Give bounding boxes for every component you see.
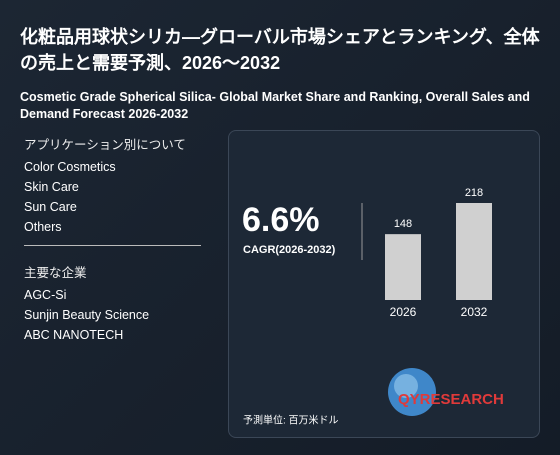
section-heading: アプリケーション別について [24, 138, 186, 152]
list-item: Sunjin Beauty Science [24, 308, 150, 322]
cagr-value: 6.6% [242, 201, 320, 239]
cagr-label: CAGR(2026-2032) [243, 244, 336, 256]
bar [456, 203, 492, 300]
value-label: 148 [394, 218, 412, 230]
section-heading: 主要な企業 [24, 266, 87, 280]
logo: QYRESEARCH [398, 391, 504, 408]
unit: 予測単位: 百万米ドル [243, 414, 339, 427]
company-list: AGC-Si Sunjin Beauty Science ABC NANOTECH [24, 285, 149, 345]
x-tick-label: 2032 [461, 305, 488, 319]
list-item: Skin Care [24, 180, 79, 194]
logo-globe [394, 374, 418, 398]
title: 化粧品用球状シリカ―グローバル市場シェアとランキング、全体の売上と需要予測、20… [20, 27, 540, 73]
list-item: AGC-Si [24, 288, 67, 302]
x-tick-label: 2026 [390, 305, 417, 319]
bar [385, 234, 421, 300]
divider [24, 245, 201, 246]
list-item: Others [24, 220, 62, 234]
list-item: Sun Care [24, 200, 77, 214]
subtitle: Cosmetic Grade Spherical Silica- Global … [20, 90, 530, 121]
application-list: Color Cosmetics Skin Care Sun Care Others [24, 157, 116, 237]
list-item: Color Cosmetics [24, 160, 116, 174]
list-item: ABC NANOTECH [24, 328, 124, 342]
value-label: 218 [465, 187, 483, 199]
